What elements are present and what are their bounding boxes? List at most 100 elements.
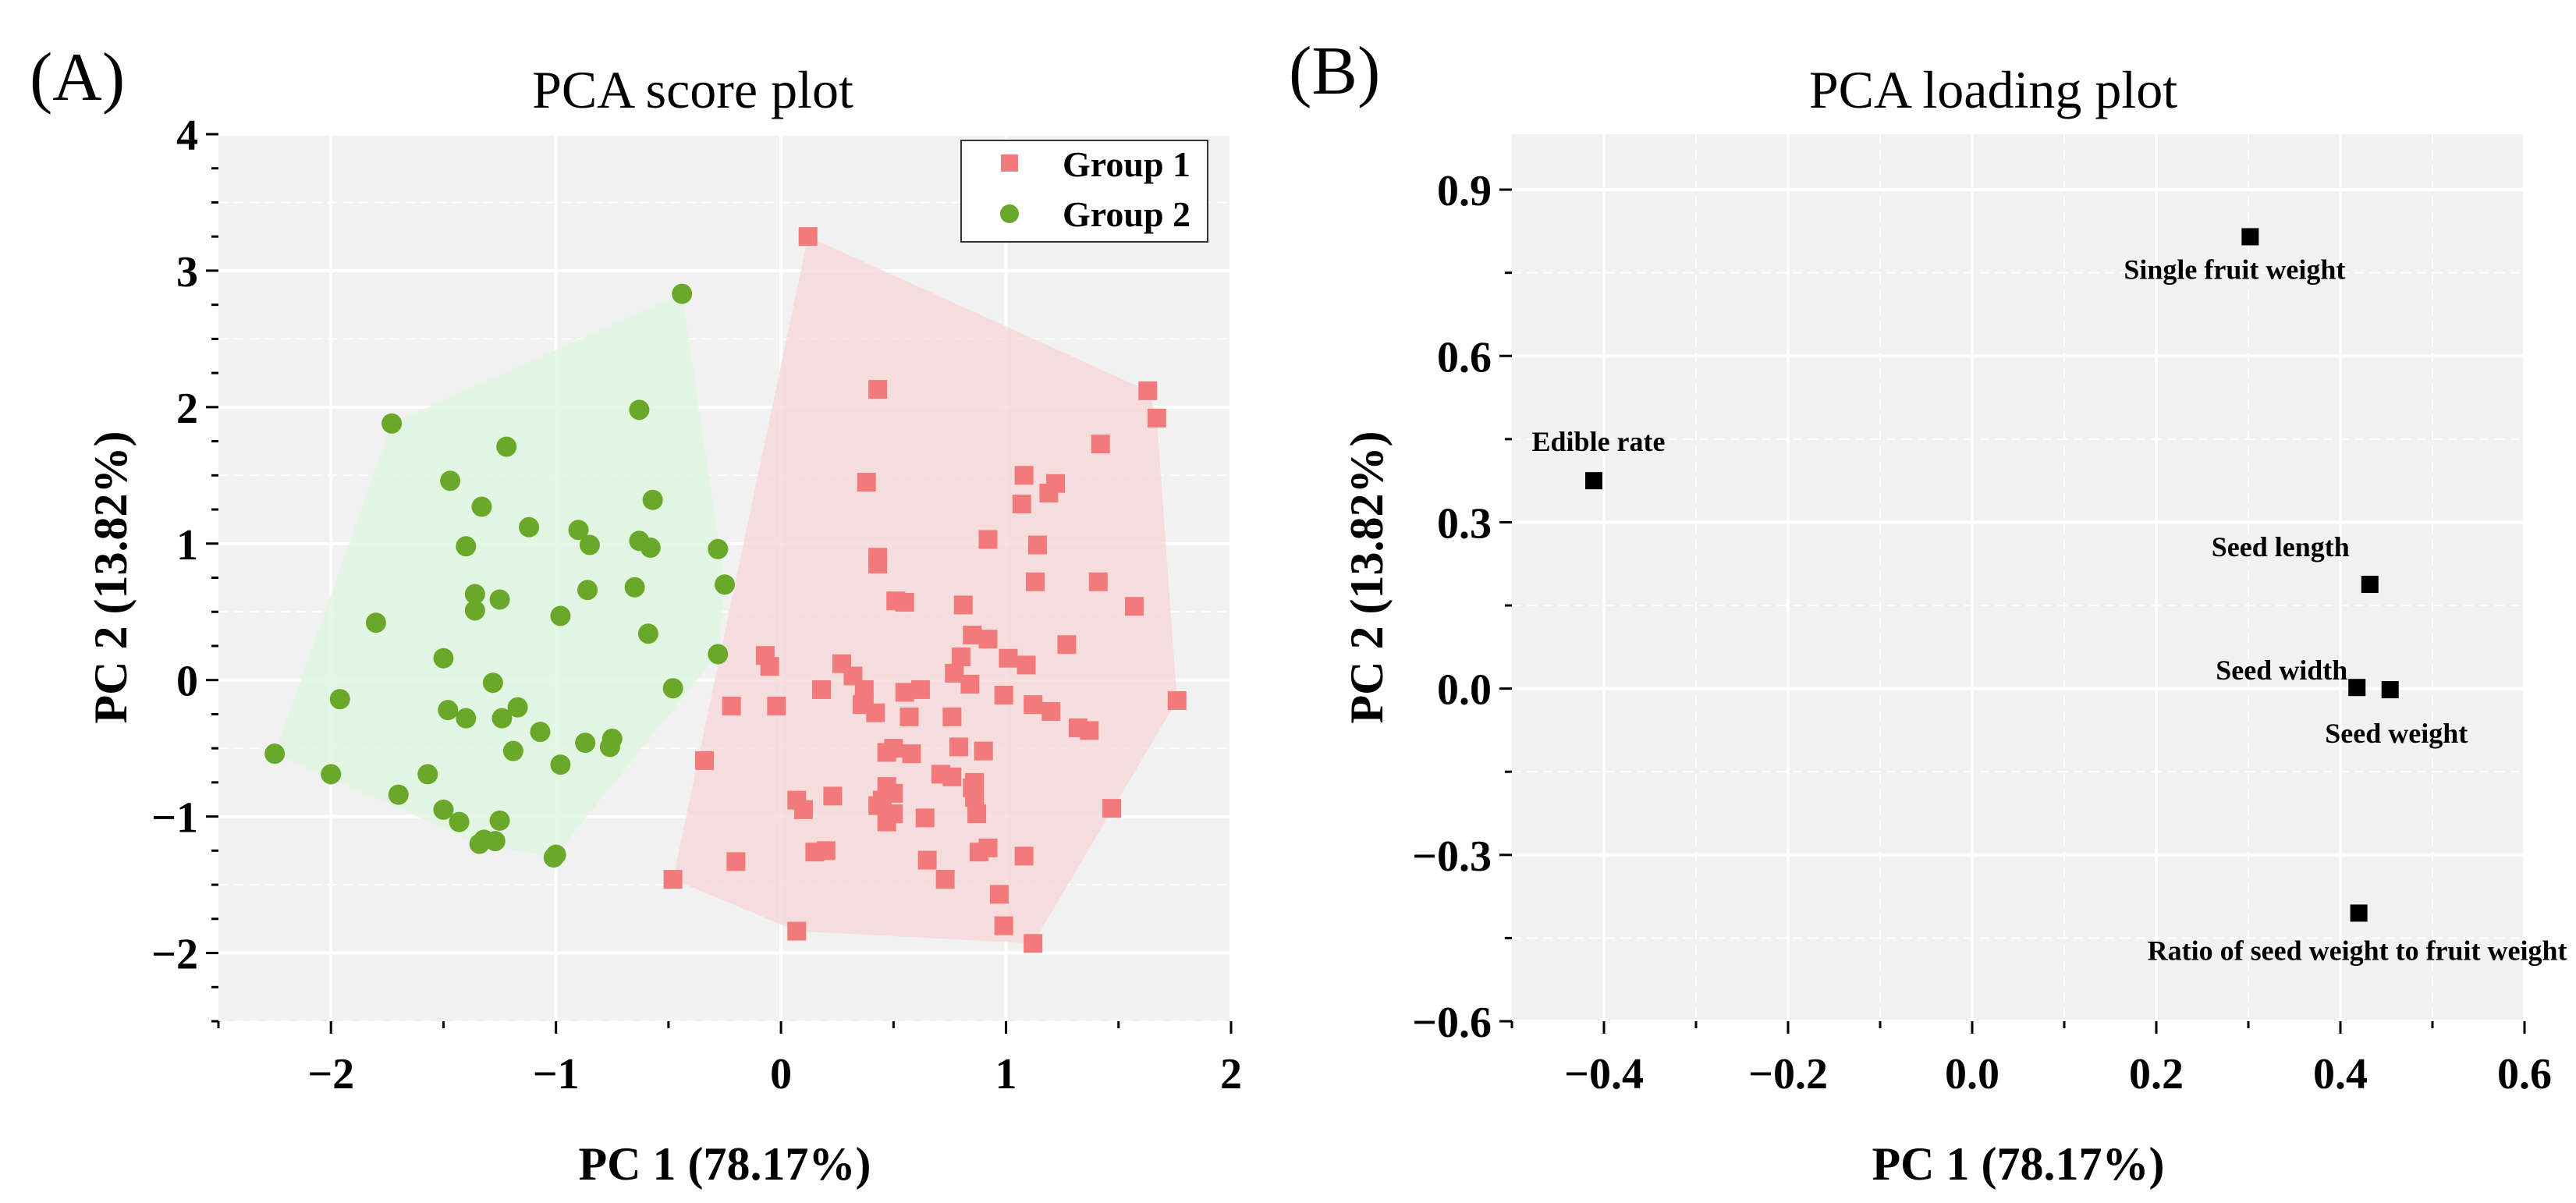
group-1-point (1091, 435, 1110, 454)
group-1-point (1026, 572, 1045, 591)
group-1-point (942, 767, 962, 786)
group-1-point (787, 921, 807, 941)
y-tick-label: −2 (151, 931, 198, 979)
score-plot-panel: (A) PCA score plot −2 −1 0 1 2 −2 −1 0 1… (30, 40, 1242, 1190)
loading-point (2241, 228, 2259, 246)
loading-label: Seed width (2216, 655, 2347, 686)
loading-plot-x-tick-labels: −0.4 −0.2 0.0 0.2 0.4 0.6 (1564, 1050, 2552, 1098)
group-2-point (637, 623, 658, 644)
group-2-point (433, 799, 454, 820)
group-2-point (530, 722, 551, 743)
group-1-point (910, 680, 930, 699)
group-2-point (715, 574, 735, 595)
group-2-point (482, 672, 503, 694)
group-2-point (456, 708, 477, 729)
group-2-point (543, 847, 564, 868)
y-tick-label: 0.3 (1437, 499, 1492, 548)
y-tick-label: 0 (176, 658, 198, 706)
loading-point (2381, 681, 2399, 699)
panel-label-a: (A) (30, 40, 125, 115)
y-tick-label: 0.9 (1437, 167, 1492, 215)
group-1-point (1017, 655, 1036, 675)
group-2-point (568, 520, 589, 541)
y-tick-label: 0.0 (1437, 666, 1492, 715)
y-tick-label: −0.3 (1412, 832, 1492, 881)
group-1-point (1039, 484, 1059, 503)
x-tick-label: 0.4 (2313, 1050, 2368, 1098)
group-1-points (663, 227, 1187, 953)
group-1-point (895, 683, 914, 702)
group-2-points (264, 283, 735, 868)
group-2-point (433, 648, 454, 669)
group-2-point (550, 605, 571, 626)
group-1-point (994, 916, 1013, 935)
group-1-point (945, 663, 964, 683)
group-1-point (823, 786, 843, 806)
group-1-point (1014, 846, 1034, 866)
loading-plot-major-grid (1512, 134, 2526, 1023)
group-2-point (507, 697, 528, 718)
group-1-region (672, 236, 1177, 944)
group-1-point (1167, 690, 1187, 710)
group-2-point (440, 470, 461, 491)
group-2-point (550, 754, 571, 775)
group-1-point (663, 870, 683, 889)
group-2-point (662, 678, 683, 699)
group-2-point (264, 743, 286, 765)
group-2-point (471, 496, 492, 517)
group-1-point (1102, 799, 1122, 818)
score-plot-title: PCA score plot (532, 60, 853, 119)
group-2-point (381, 413, 403, 434)
group-2-point (519, 516, 540, 538)
legend-label-group-2: Group 2 (1063, 194, 1190, 234)
group-2-region (275, 293, 726, 858)
x-tick-label: −0.2 (1748, 1050, 1828, 1098)
score-plot-y-tick-labels: −2 −1 0 1 2 3 4 (151, 112, 198, 979)
group-2-point (491, 708, 513, 729)
group-1-point (1024, 695, 1043, 715)
group-2-point (489, 589, 510, 610)
y-tick-label: 1 (176, 521, 198, 570)
group-1-point (902, 744, 921, 764)
y-tick-label: −0.6 (1412, 999, 1492, 1047)
loading-plot-area (1512, 134, 2525, 1021)
group-2-point (469, 833, 490, 854)
group-1-point (965, 788, 985, 807)
group-1-point (868, 380, 888, 399)
legend-label-group-1: Group 1 (1063, 144, 1190, 184)
group-1-point (960, 674, 980, 694)
legend: Group 1 Group 2 (960, 140, 1208, 243)
group-1-point (767, 696, 786, 715)
y-tick-label: −1 (151, 794, 198, 843)
loading-plot-x-axis-title: PC 1 (78.17%) (1872, 1138, 2165, 1190)
group-1-point (953, 595, 973, 615)
group-1-point (895, 592, 914, 612)
group-2-point (672, 283, 693, 304)
group-2-point (464, 600, 485, 621)
group-1-point (1124, 597, 1144, 616)
group-2-point (579, 534, 600, 555)
group-1-point (978, 630, 998, 649)
group-1-point (942, 707, 962, 726)
x-tick-label: 2 (1220, 1050, 1242, 1098)
group-1-point (989, 885, 1009, 904)
y-tick-label: 4 (176, 112, 198, 160)
group-1-point (726, 852, 746, 871)
group-1-point (866, 703, 885, 722)
group-2-point (438, 700, 459, 721)
group-1-point (793, 800, 813, 819)
loading-label: Ratio of seed weight to fruit weight (2148, 935, 2567, 966)
group-1-point (884, 783, 903, 803)
x-tick-label: −2 (307, 1050, 354, 1098)
group-1-point (812, 680, 832, 699)
loading-plot-ticks (1499, 188, 2526, 1034)
group-2-point (365, 612, 386, 633)
group-2-point (321, 764, 342, 785)
loading-point (2348, 679, 2366, 697)
group-1-point (857, 473, 876, 492)
group-1-point (1057, 635, 1077, 655)
group-1-point (1138, 381, 1158, 400)
loading-label: Single fruit weight (2124, 254, 2345, 285)
group-1-point (868, 796, 888, 815)
loading-point (2350, 904, 2368, 922)
